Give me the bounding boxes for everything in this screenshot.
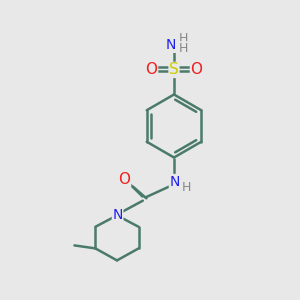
Text: H: H: [182, 181, 191, 194]
Text: H: H: [178, 42, 188, 55]
Text: H: H: [178, 32, 188, 45]
Text: O: O: [146, 62, 158, 77]
Text: O: O: [190, 62, 202, 77]
Text: N: N: [112, 208, 123, 222]
Text: N: N: [169, 175, 180, 188]
Text: N: N: [166, 38, 176, 52]
Text: O: O: [118, 172, 130, 187]
Text: S: S: [169, 62, 179, 77]
